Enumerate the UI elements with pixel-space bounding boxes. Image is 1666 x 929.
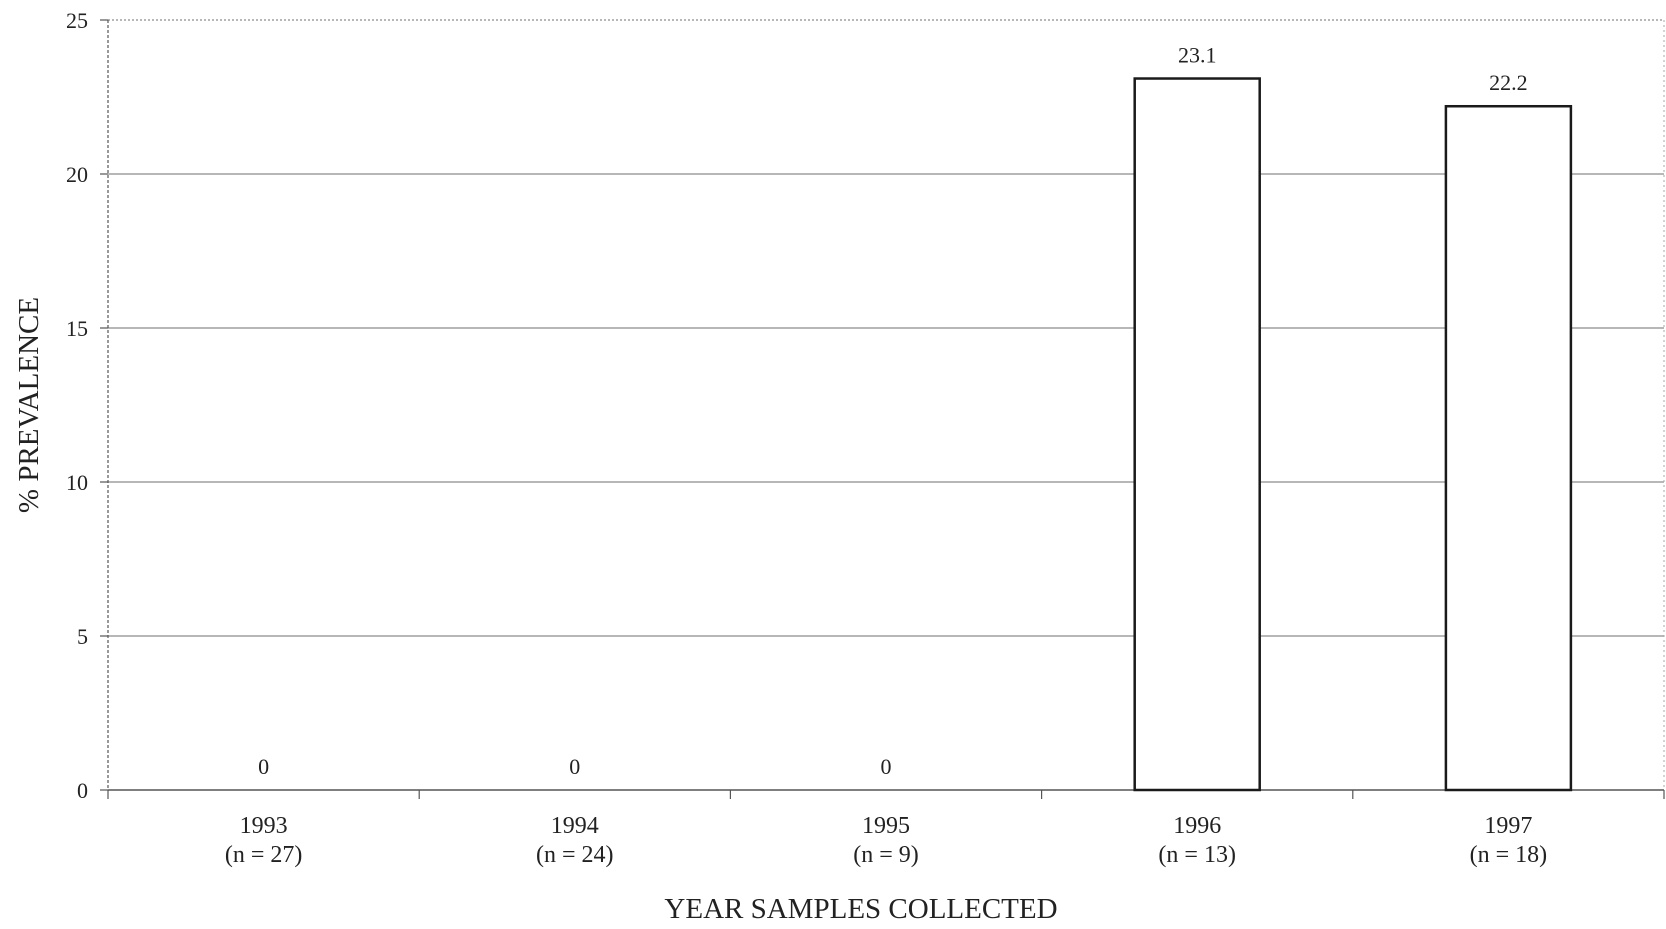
bar xyxy=(1444,104,1573,792)
bar xyxy=(1133,77,1261,792)
x-category-label: 1996 xyxy=(1173,813,1221,839)
x-category-sublabel: (n = 24) xyxy=(536,842,614,868)
x-category-label: 1994 xyxy=(551,813,599,839)
gridlines xyxy=(108,19,1664,637)
y-tick-label: 15 xyxy=(66,316,88,341)
data-label: 22.2 xyxy=(1489,70,1528,95)
data-label: 0 xyxy=(881,754,892,779)
y-tick-label: 5 xyxy=(77,624,88,649)
x-category-sublabel: (n = 9) xyxy=(853,842,919,868)
tick-labels: 0 5 10 15 20 25 1993 (n = 27) 1994 (n = 24) 1995 (n… xyxy=(66,8,1547,868)
y-axis-title: % PREVALENCE xyxy=(13,297,45,513)
x-category-sublabel: (n = 13) xyxy=(1158,842,1236,868)
x-category-sublabel: (n = 18) xyxy=(1470,842,1548,868)
y-tick-label: 0 xyxy=(77,778,88,803)
x-category-sublabel: (n = 27) xyxy=(225,842,303,868)
x-category-label: 1995 xyxy=(862,813,910,839)
axes xyxy=(100,19,1665,799)
y-tick-label: 10 xyxy=(66,470,88,495)
x-category-label: 1997 xyxy=(1484,813,1532,839)
y-tick-label: 25 xyxy=(66,8,88,33)
data-label: 0 xyxy=(569,754,580,779)
data-labels: 0 0 0 23.1 22.2 xyxy=(258,43,1528,779)
x-category-label: 1993 xyxy=(240,813,288,839)
x-axis-title: YEAR SAMPLES COLLECTED xyxy=(664,893,1057,925)
data-label: 0 xyxy=(258,754,269,779)
data-label: 23.1 xyxy=(1178,43,1217,68)
bars xyxy=(1133,77,1573,792)
y-tick-label: 20 xyxy=(66,162,88,187)
